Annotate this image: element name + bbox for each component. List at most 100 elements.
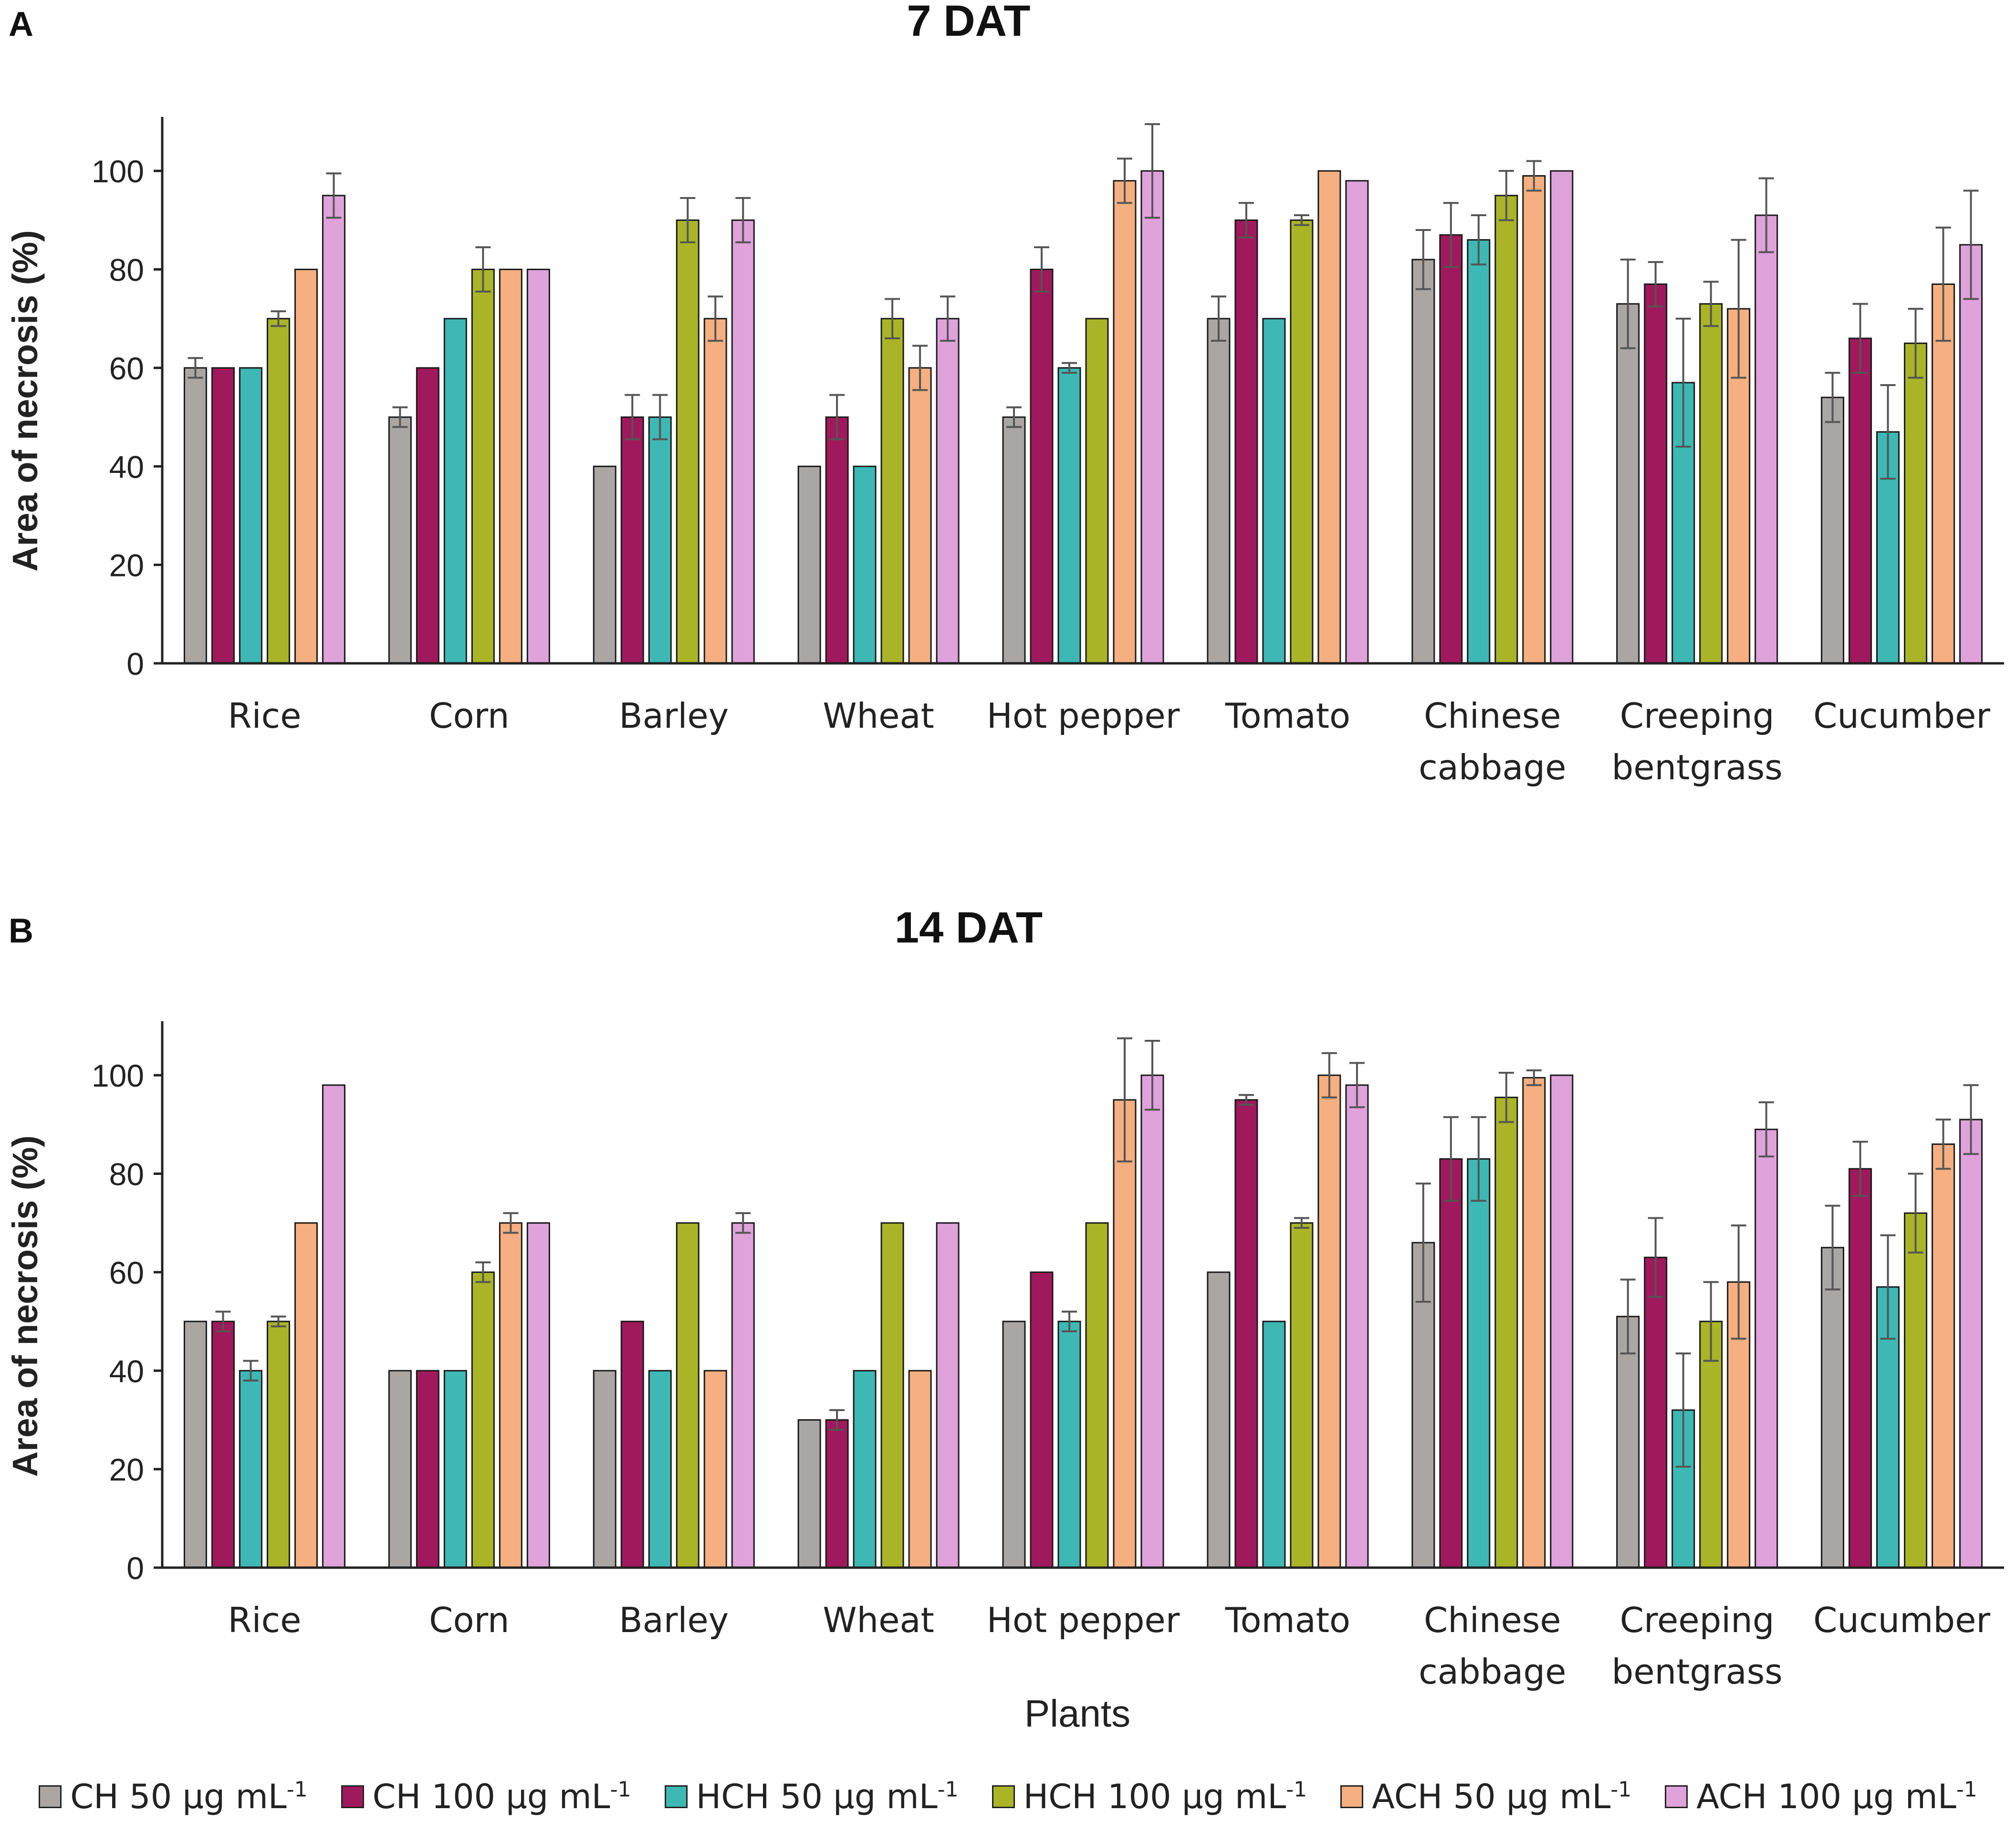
panel-a-bar-ach-100-hot-pepper <box>1140 170 1164 664</box>
panel-b-bar-ach-50-hot-pepper <box>1113 1099 1137 1569</box>
panel-b-bar-ch-100-rice <box>211 1320 235 1569</box>
panel-b-x-tick-label: Cucumber <box>1813 1600 1990 1640</box>
panel-a-bar-hch-100-chinese-cabbage <box>1494 195 1518 664</box>
legend-label-ach-100: ACH 100 µg mL <box>1696 1777 1956 1816</box>
panel-a-bar-ch-100-barley <box>620 416 644 664</box>
legend-item-hch-100: HCH 100 µg mL-1 <box>992 1777 1307 1816</box>
panel-b-bar-ach-100-wheat <box>936 1222 960 1569</box>
panel-b-bar-ch-100-tomato <box>1234 1099 1258 1569</box>
panel-a-bar-ach-100-tomato <box>1345 180 1369 664</box>
legend-item-ch-100: CH 100 µg mL-1 <box>341 1777 631 1816</box>
panel-a-bar-hch-50-hot-pepper <box>1057 367 1081 664</box>
panel-a-bar-ach-100-chinese-cabbage <box>1550 170 1574 664</box>
legend-label-ach-50: ACH 50 µg mL <box>1372 1777 1611 1816</box>
panel-a-bar-hch-100-cucumber <box>1904 342 1928 664</box>
panel-a-x-tick-label-line: bentgrass <box>1612 747 1783 787</box>
panel-b-bar-ch-100-creeping-bentgrass <box>1644 1257 1668 1569</box>
panel-b-bar-ach-100-corn <box>526 1222 550 1569</box>
panel-b-bar-ach-50-barley <box>703 1370 727 1569</box>
panel-a-x-tick-label: Creeping bentgrass <box>1612 696 1783 787</box>
panel-a: A 7 DAT Area of necrosis (%) 0 20 40 60 80 10… <box>5 0 2004 787</box>
panel-b-bar-hch-100-hot-pepper <box>1085 1222 1109 1569</box>
panel-b-x-tick-label-line: Cucumber <box>1813 1600 1990 1640</box>
panel-a-bar-ach-50-chinese-cabbage <box>1522 175 1546 664</box>
panel-a-plot-area: 0 20 40 60 80 100 Rice Corn Barley Wheat Hot peppe… <box>92 117 2004 787</box>
panel-b-x-tick-label: Wheat <box>823 1600 934 1640</box>
panel-a-bar-ch-100-wheat <box>825 416 849 664</box>
panel-a-x-tick-label: Hot pepper <box>987 696 1180 736</box>
panel-a-x-tick-label: Cucumber <box>1813 696 1990 736</box>
panel-a-bar-hch-100-tomato <box>1290 219 1314 664</box>
panel-a-bar-ach-100-barley <box>731 219 755 664</box>
panel-b-bar-ach-50-wheat <box>908 1370 932 1569</box>
panel-b-bar-ach-50-corn <box>499 1222 522 1569</box>
panel-b-bar-ach-100-creeping-bentgrass <box>1755 1129 1778 1569</box>
panel-a-bar-hch-50-rice <box>239 367 262 664</box>
panel-a-x-tick-label-line: Tomato <box>1225 696 1350 736</box>
panel-a-bar-ach-100-wheat <box>936 318 960 664</box>
panel-b-bar-ach-100-tomato <box>1345 1084 1369 1569</box>
panel-a-bar-ach-100-cucumber <box>1959 244 1983 664</box>
legend-label-ch-100: CH 100 µg mL <box>372 1777 610 1816</box>
panel-b-bar-ach-100-hot-pepper <box>1140 1074 1164 1569</box>
panel-b-bar-ch-50-tomato <box>1207 1271 1231 1569</box>
panel-a-bar-ch-50-cucumber <box>1821 397 1845 664</box>
panel-b-bar-ch-100-cucumber <box>1849 1168 1872 1569</box>
panel-a-y-tick-label: 0 <box>126 646 144 681</box>
panel-a-x-tick-label-line: Creeping <box>1620 696 1775 736</box>
panel-a-bar-hch-100-hot-pepper <box>1085 318 1109 664</box>
panel-a-bar-hch-100-creeping-bentgrass <box>1699 303 1723 664</box>
panel-a-bar-ch-100-rice <box>211 367 235 664</box>
panel-a-bar-ch-100-tomato <box>1234 219 1258 664</box>
panel-a-x-tick-label: Barley <box>619 696 729 736</box>
panel-a-x-tick-label: Rice <box>228 696 301 736</box>
panel-b-bar-ch-50-barley <box>593 1370 616 1569</box>
legend-label-ch-50: CH 50 µg mL <box>70 1777 287 1816</box>
panel-b-bar-ach-100-chinese-cabbage <box>1550 1074 1574 1569</box>
panel-a-bar-ch-50-corn <box>388 416 412 664</box>
panel-a-bar-ach-100-rice <box>322 195 345 664</box>
panel-b-x-tick-label-line: Creeping <box>1620 1600 1775 1640</box>
panel-b-x-tick-label: Tomato <box>1225 1600 1350 1640</box>
legend-item-hch-50: HCH 50 µg mL-1 <box>664 1777 959 1816</box>
panel-a-y-tick-label: 40 <box>109 449 144 484</box>
panel-a-x-tick-label-line: Corn <box>429 696 509 736</box>
legend-label-ch-50-sup: -1 <box>286 1777 308 1802</box>
panel-b-bar-hch-100-cucumber <box>1904 1212 1928 1569</box>
panel-a-bar-ach-100-creeping-bentgrass <box>1755 214 1778 664</box>
panel-b-y-tick-label: 40 <box>109 1353 144 1389</box>
legend-item-ach-100: ACH 100 µg mL-1 <box>1665 1777 1977 1816</box>
legend-swatch-ch-100 <box>341 1785 364 1808</box>
panel-a-x-tick-label-line: Barley <box>619 696 729 736</box>
panel-a-x-tick-label-line: Wheat <box>823 696 934 736</box>
panel-b-y-tick-label: 100 <box>92 1058 144 1093</box>
panel-b-x-tick-label-line: Corn <box>429 1600 509 1640</box>
panel-b-bar-hch-100-tomato <box>1290 1222 1314 1569</box>
panel-a-letter: A <box>9 5 33 43</box>
panel-b-bar-ch-100-chinese-cabbage <box>1439 1158 1463 1569</box>
panel-b-bar-hch-50-corn <box>443 1370 467 1569</box>
panel-a-x-tick-label-line: cabbage <box>1419 747 1566 787</box>
panel-a-bar-ach-50-rice <box>294 269 318 664</box>
panel-a-x-tick-label-line: Chinese <box>1424 696 1561 736</box>
panel-a-x-tick-label: Chinese cabbage <box>1419 696 1566 787</box>
panel-a-x-tick-label-line: Hot pepper <box>987 696 1180 736</box>
panel-b-bar-hch-100-chinese-cabbage <box>1494 1097 1518 1569</box>
panel-b-bar-ach-100-rice <box>322 1084 345 1569</box>
panel-a-y-tick-label: 100 <box>92 154 144 189</box>
panel-b-bar-ch-50-corn <box>388 1370 412 1569</box>
legend-label-hch-50: HCH 50 µg mL <box>696 1777 938 1816</box>
panel-a-bar-ach-50-hot-pepper <box>1113 180 1137 664</box>
panel-a-bar-hch-100-wheat <box>880 318 904 664</box>
panel-a-x-tick-label: Tomato <box>1225 696 1350 736</box>
panel-a-bar-ach-50-corn <box>499 269 522 664</box>
panel-b-letter: B <box>9 912 33 950</box>
legend-label-hch-100-sup: -1 <box>1286 1777 1307 1802</box>
legend-label-ach-50-sup: -1 <box>1610 1777 1632 1802</box>
panel-a-bar-ch-50-chinese-cabbage <box>1411 259 1435 664</box>
panel-b-bar-hch-100-barley <box>676 1222 700 1569</box>
panel-b-x-tick-label: Chinese cabbage <box>1419 1600 1566 1692</box>
panel-a-bar-ch-50-rice <box>183 367 207 664</box>
panel-b-x-tick-label: Barley <box>619 1600 729 1640</box>
